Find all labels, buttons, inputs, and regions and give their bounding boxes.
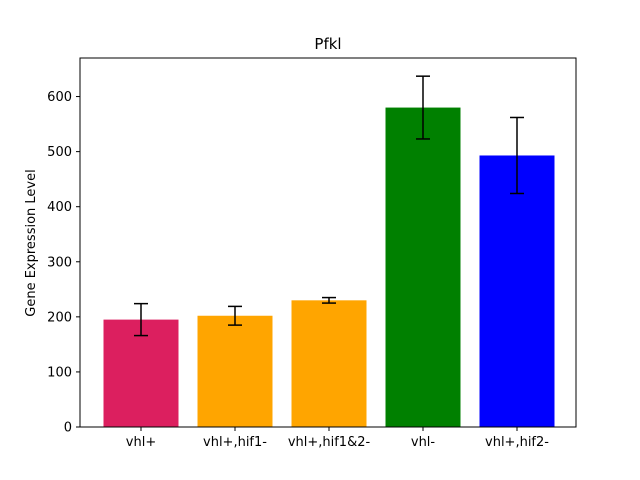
x-ticks-group: vhl+ vhl+,hif1- vhl+,hif1&2- vhl-vhl+,hif2- [126,427,549,450]
y-axis-label: Gene Expression Level [24,169,39,316]
bar-2 [291,300,367,427]
y-tick-label-4: 400 [47,200,72,215]
y-tick-label-5: 500 [47,145,72,160]
y-tick-label-1: 100 [47,365,72,380]
x-tick-label-2: vhl+,hif1&2- [288,435,371,450]
bar-0 [103,319,179,427]
y-ticks-group: 0 100 200 300 400 500 600 [47,90,80,436]
error-bars-group [134,75,524,337]
chart-title: Pfkl [314,35,341,53]
x-tick-label-4: vhl+,hif2- [485,435,549,450]
y-tick-label-0: 0 [64,421,72,436]
bar-4 [479,155,555,427]
x-tick-label-0: vhl+ [126,435,156,450]
y-tick-label-3: 300 [47,255,72,270]
bar-3 [385,107,461,427]
bars-group [103,107,555,427]
y-tick-label-6: 600 [47,90,72,105]
y-tick-label-2: 200 [47,310,72,325]
bar-1 [197,315,273,427]
x-tick-label-1: vhl+,hif1- [203,435,267,450]
x-tick-label-3: vhl- [411,435,436,450]
plot-frame [79,57,577,428]
